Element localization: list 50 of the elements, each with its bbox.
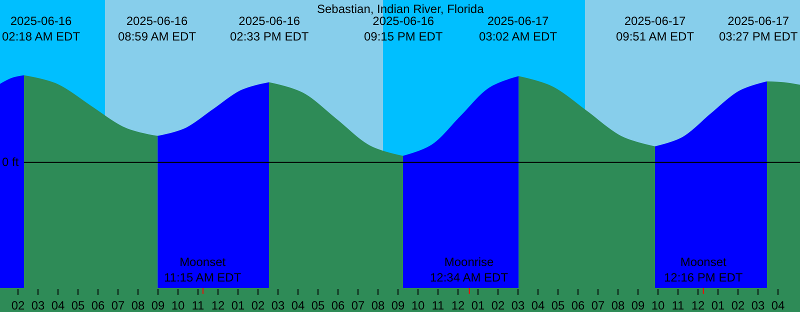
text: 2025-06-17 03:27 PM EDT: [719, 14, 798, 44]
x-tick-label: 04: [531, 298, 545, 312]
x-tick-label: 05: [551, 298, 565, 312]
x-tick-label: 06: [571, 298, 585, 312]
x-tick-label: 05: [71, 298, 85, 312]
x-tick-label: 05: [311, 298, 325, 312]
ref-line-label: Moonrise 12:34 AM EDT: [430, 255, 509, 285]
x-tick-label: 02: [731, 298, 745, 312]
chart-title: Sebastian, Indian River, Florida: [317, 2, 484, 16]
x-tick-label: 03: [511, 298, 525, 312]
text: 2025-06-16 08:59 AM EDT: [118, 14, 197, 44]
x-tick-label: 11: [672, 298, 685, 312]
x-tick-label: 01: [231, 298, 245, 312]
text: 2025-06-16 02:33 PM EDT: [230, 14, 310, 44]
x-tick-label: 07: [591, 298, 605, 312]
x-tick-label: 04: [291, 298, 305, 312]
ref-line-label: Moonset 11:15 AM EDT: [164, 255, 242, 285]
x-tick-label: 02: [491, 298, 505, 312]
x-tick-label: 07: [351, 298, 365, 312]
x-tick-label: 11: [192, 298, 205, 312]
x-tick-label: 08: [131, 298, 145, 312]
x-tick-label: 04: [51, 298, 65, 312]
x-tick-label: 02: [11, 298, 25, 312]
text: 2025-06-16 02:18 AM EDT: [2, 14, 81, 44]
x-tick-label: 10: [411, 298, 425, 312]
x-tick-label: 03: [271, 298, 285, 312]
x-tick-label: 09: [391, 298, 405, 312]
x-tick-label: 09: [631, 298, 645, 312]
x-tick-label: 03: [31, 298, 45, 312]
text: 2025-06-17 03:02 AM EDT: [479, 14, 558, 44]
x-tick-label: 01: [711, 298, 725, 312]
ref-line-label: Moonset 12:16 PM EDT: [664, 255, 744, 285]
x-tick-label: 07: [111, 298, 125, 312]
x-tick-label: 06: [331, 298, 345, 312]
x-tick-label: 10: [651, 298, 665, 312]
x-tick-label: 12: [451, 298, 465, 312]
x-tick-label: 11: [432, 298, 445, 312]
x-tick-label: 12: [691, 298, 705, 312]
x-tick-label: 09: [151, 298, 165, 312]
ref-line-label: 0 ft: [2, 155, 20, 169]
x-tick-label: 01: [471, 298, 485, 312]
x-tick-label: 04: [771, 298, 785, 312]
x-tick-label: 10: [171, 298, 185, 312]
x-tick-label: 08: [371, 298, 385, 312]
x-tick-label: 08: [611, 298, 625, 312]
x-tick-label: 02: [251, 298, 265, 312]
x-tick-label: 06: [91, 298, 105, 312]
text: 2025-06-17 09:51 AM EDT: [616, 14, 695, 44]
x-tick-label: 12: [211, 298, 225, 312]
x-tick-label: 03: [751, 298, 765, 312]
